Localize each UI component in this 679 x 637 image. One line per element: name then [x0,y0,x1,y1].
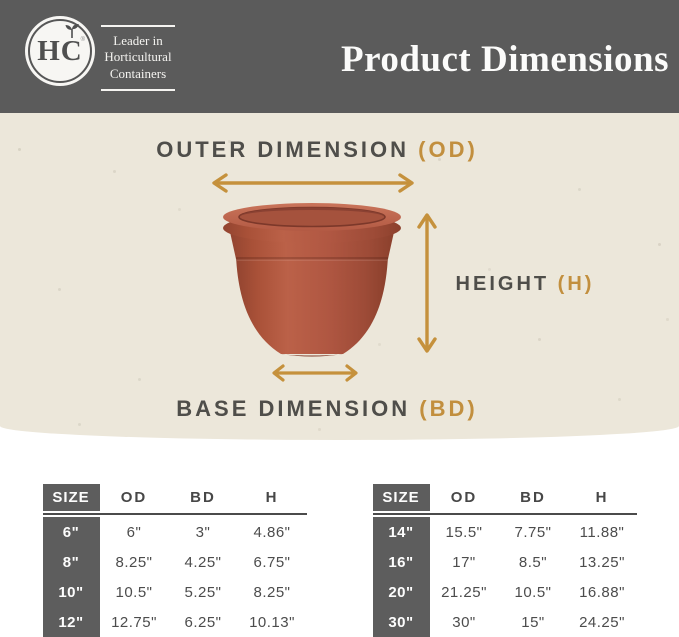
dimension-value-cell: 10.5" [115,583,153,601]
dimension-value-cell: 30" [452,613,476,631]
tagline-divider-top [101,25,175,27]
base-dimension-label: BASE DIMENSION (BD) [0,396,654,422]
dimension-value-cell: 15" [521,613,545,631]
size-row-label: 20" [372,577,430,607]
dimension-value-cell: 7.75" [514,523,552,541]
dimension-value-cell: 8.5" [518,553,548,571]
od-column-header: OD [450,489,478,506]
size-row-label: 14" [372,517,430,547]
size-row-label: 8" [42,547,100,577]
dimension-value-cell: 11.88" [579,523,625,541]
size-row-label: 30" [372,607,430,637]
height-abbr: (H) [557,273,595,295]
table-header-divider [42,513,307,515]
h-column-header: H [265,489,279,506]
height-arrow-icon [417,213,437,353]
base-dimension-abbr: (BD) [419,396,478,421]
dimension-value-cell: 8.25" [115,553,153,571]
size-column-header: SIZE [42,484,100,511]
outer-dimension-text: OUTER DIMENSION [156,137,409,162]
size-row-label: 12" [42,607,100,637]
height-label: HEIGHT (H) [440,273,610,296]
dimension-value-cell: 10.5" [514,583,552,601]
size-table-small: SIZE OD BD H 6" 6" 3" 4.86" 8" 8.25" 4.25" 6.75… [42,484,307,637]
brand-logo: HC ® [25,16,95,86]
outer-dimension-abbr: (OD) [418,137,478,162]
od-column-header: OD [120,489,148,506]
dimension-value-cell: 6.75" [253,553,291,571]
leaf-sprout-icon [65,23,79,39]
dimension-value-cell: 6" [126,523,142,541]
hero-curved-edge [0,426,679,440]
registered-mark: ® [80,37,85,43]
dimension-value-cell: 3" [195,523,211,541]
tagline-line: Containers [109,66,167,82]
dimension-value-cell: 12.75" [111,613,157,631]
header-banner: HC ® Leader in Horticultural Containers … [0,0,679,113]
dimension-value-cell: 15.5" [445,523,483,541]
base-dimension-arrow-icon [272,364,358,382]
dimension-value-cell: 4.86" [253,523,291,541]
size-row-label: 16" [372,547,430,577]
dimension-diagram: OUTER DIMENSION (OD) [0,113,679,426]
table-body: 6" 6" 3" 4.86" 8" 8.25" 4.25" 6.75" 10" 10.5" 5.25… [42,517,307,637]
dimension-value-cell: 6.25" [184,613,222,631]
bd-column-header: BD [190,489,216,506]
dimension-value-cell: 17" [452,553,476,571]
tagline-divider-bottom [101,89,175,91]
dimension-value-cell: 5.25" [184,583,222,601]
tagline-line: Horticultural [104,49,172,65]
size-row-label: 6" [42,517,100,547]
height-text: HEIGHT [455,273,550,295]
bd-column-header: BD [520,489,546,506]
dimension-value-cell: 24.25" [579,613,625,631]
dimension-value-cell: 13.25" [579,553,625,571]
table-header-row: SIZE OD BD H [42,484,307,511]
outer-dimension-label: OUTER DIMENSION (OD) [0,137,634,163]
dimension-value-cell: 10.13" [249,613,295,631]
outer-dimension-arrow-icon [212,173,414,193]
table-header-row: SIZE OD BD H [372,484,637,511]
dimension-value-cell: 21.25" [441,583,487,601]
dimension-value-cell: 16.88" [579,583,625,601]
size-table-large: SIZE OD BD H 14" 15.5" 7.75" 11.88" 16" 17" 8.… [372,484,637,637]
dimension-value-cell: 8.25" [253,583,291,601]
brand-tagline: Leader in Horticultural Containers [97,25,179,91]
terracotta-planter-illustration [223,203,401,357]
logo-monogram: HC [37,35,83,67]
base-dimension-text: BASE DIMENSION [176,396,411,421]
h-column-header: H [595,489,609,506]
tagline-line: Leader in [113,32,163,48]
page-title: Product Dimensions [341,39,669,80]
dimension-value-cell: 4.25" [184,553,222,571]
size-tables: SIZE OD BD H 6" 6" 3" 4.86" 8" 8.25" 4.25" 6.75… [0,440,679,637]
table-body: 14" 15.5" 7.75" 11.88" 16" 17" 8.5" 13.25" 20" 21… [372,517,637,637]
table-header-divider [372,513,637,515]
size-row-label: 10" [42,577,100,607]
size-column-header: SIZE [372,484,430,511]
